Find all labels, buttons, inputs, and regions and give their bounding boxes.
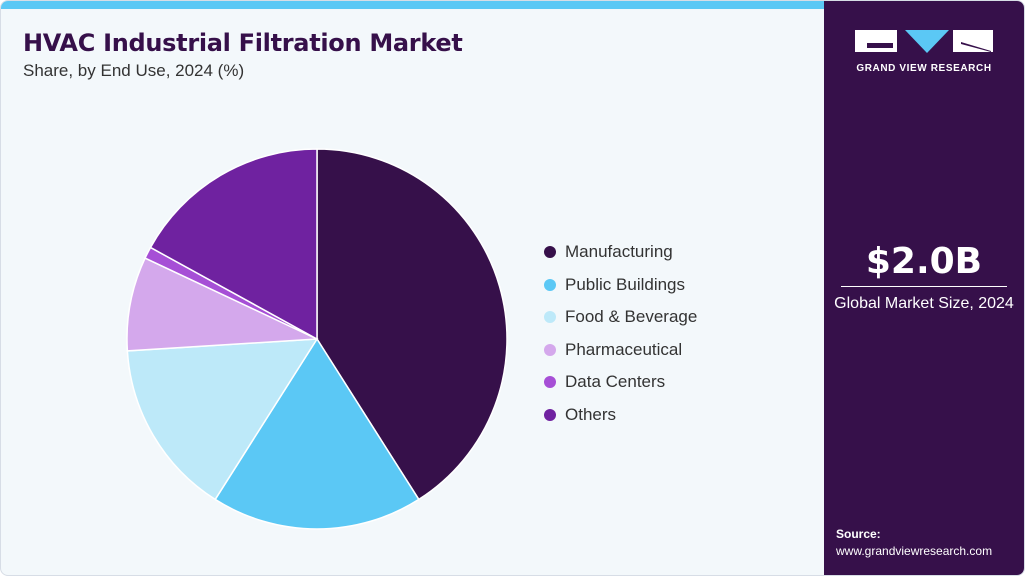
legend-label-food-beverage: Food & Beverage bbox=[565, 307, 698, 327]
logo-wordmark: GRAND VIEW RESEARCH bbox=[856, 63, 992, 74]
legend-item-manufacturing: Manufacturing bbox=[544, 236, 697, 269]
value-divider bbox=[841, 286, 1007, 287]
legend-swatch-public-buildings bbox=[544, 278, 556, 291]
chart-title: HVAC Industrial Filtration Market bbox=[23, 29, 463, 57]
legend-label-data-centers: Data Centers bbox=[565, 372, 666, 392]
chart-legend: Manufacturing Public Buildings Food & Beve… bbox=[544, 236, 697, 431]
legend-label-public-buildings: Public Buildings bbox=[565, 274, 686, 294]
market-size-value: $2.0B bbox=[865, 241, 983, 282]
legend-label-manufacturing: Manufacturing bbox=[565, 242, 673, 262]
legend-item-data-centers: Data Centers bbox=[544, 366, 697, 399]
top-accent-bar bbox=[1, 1, 824, 9]
legend-swatch-others bbox=[544, 408, 556, 421]
legend-swatch-food-beverage bbox=[544, 311, 556, 324]
gvr-logo-icon bbox=[855, 30, 993, 53]
source-url: www.grandviewresearch.com bbox=[836, 544, 993, 558]
source-label: Source: bbox=[836, 527, 881, 541]
pie-slice-public-buildings bbox=[214, 337, 420, 530]
legend-swatch-data-centers bbox=[544, 376, 556, 389]
chart-subtitle: Share, by End Use, 2024 (%) bbox=[23, 61, 245, 80]
legend-swatch-pharmaceutical bbox=[544, 343, 556, 356]
sidebar-panel: GRAND VIEW RESEARCH $2.0B Global Market … bbox=[824, 1, 1024, 575]
legend-swatch-manufacturing bbox=[544, 246, 556, 259]
legend-item-public-buildings: Public Buildings bbox=[544, 269, 697, 302]
chart-area: HVAC Industrial Filtration Market Share,… bbox=[1, 9, 824, 575]
pie-slice-food-beverage bbox=[126, 338, 319, 501]
grand-view-research-logo: GRAND VIEW RESEARCH bbox=[853, 29, 995, 75]
pie-slice-pharmaceutical bbox=[126, 257, 318, 352]
legend-item-others: Others bbox=[544, 399, 697, 432]
market-size-label: Global Market Size, 2024 bbox=[834, 295, 1014, 312]
legend-label-others: Others bbox=[565, 404, 617, 424]
pie-slice-manufacturing bbox=[316, 148, 508, 501]
legend-label-pharmaceutical: Pharmaceutical bbox=[565, 339, 683, 359]
legend-item-pharmaceutical: Pharmaceutical bbox=[544, 334, 697, 367]
legend-item-food-beverage: Food & Beverage bbox=[544, 301, 697, 334]
pie-slice-others bbox=[149, 148, 318, 341]
pie-chart bbox=[126, 148, 508, 530]
